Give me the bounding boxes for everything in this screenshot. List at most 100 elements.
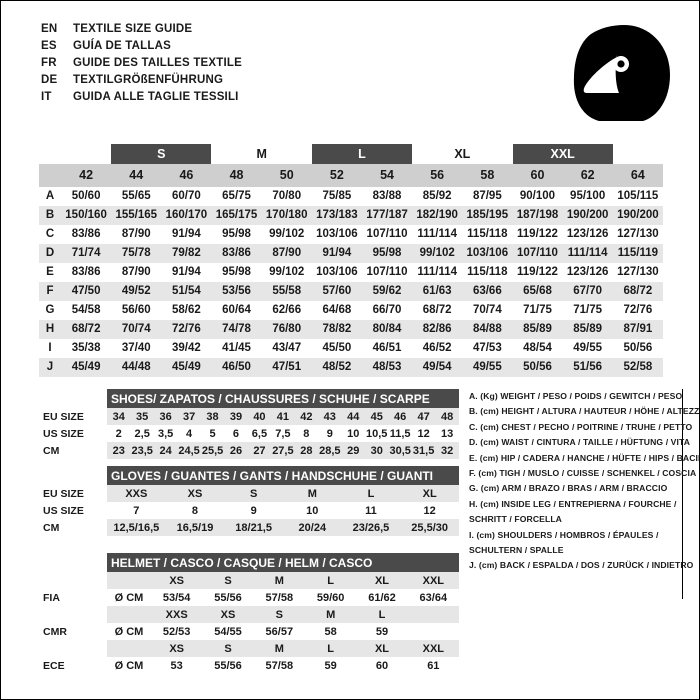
shoes-table: SHOES/ ZAPATOS / CHAUSSURES / SCHUHE / S… xyxy=(39,389,460,459)
numeric-size-header: 44 xyxy=(111,164,162,187)
measurement-cell: 87/91 xyxy=(612,320,663,339)
title-text: GUIDA ALLE TAGLIE TESSILI xyxy=(73,91,239,103)
measurement-cell: 85/89 xyxy=(562,320,613,339)
gloves-cell: 20/24 xyxy=(282,519,342,536)
measurement-cell: 51/56 xyxy=(562,358,613,377)
measurement-cell: 47/53 xyxy=(462,339,513,358)
gloves-cell: XL xyxy=(400,485,459,502)
helmet-size-header: L xyxy=(304,572,357,589)
helmet-cell xyxy=(407,623,459,640)
measurement-cell: 127/130 xyxy=(612,263,663,282)
shoes-cell: 10,5 xyxy=(364,425,389,442)
measurement-cell: 78/82 xyxy=(311,320,362,339)
measurement-cell: 72/76 xyxy=(612,301,663,320)
measurement-cell: 160/170 xyxy=(161,206,212,225)
numeric-size-header: 54 xyxy=(361,164,413,187)
shoes-cell: 30,5 xyxy=(388,442,412,459)
helmet-standard-label: CMR xyxy=(39,623,107,640)
measurement-cell: 71/75 xyxy=(562,301,613,320)
shoes-row-label: US SIZE xyxy=(39,425,107,442)
measurement-cell: 87/95 xyxy=(462,187,513,206)
gloves-cell: 8 xyxy=(165,502,225,519)
helmet-cell: 57/58 xyxy=(253,657,305,674)
helmet-cell: 61 xyxy=(407,657,459,674)
measurement-cell: 55/58 xyxy=(261,282,312,301)
size-bar-m: M xyxy=(256,147,267,161)
legend-line: D. (cm) WAIST / CINTURA / TAILLE / HÜFTU… xyxy=(469,437,691,448)
shoes-cell: 27 xyxy=(247,442,272,459)
measurement-cell: 74/78 xyxy=(211,320,262,339)
gloves-cell: 7 xyxy=(107,502,166,519)
measurement-cell: 83/86 xyxy=(61,225,112,244)
helmet-size-header: L xyxy=(356,606,408,623)
table-row: E 83/86 87/90 91/94 95/98 99/102 103/106 107/11… xyxy=(39,263,663,282)
shoes-cell: 10 xyxy=(341,425,365,442)
measurement-cell: 91/94 xyxy=(161,225,212,244)
helmet-size-header-row: XS S M L XL XXL xyxy=(39,640,459,657)
helmet-size-header: XL xyxy=(356,640,408,657)
measurement-cell: 170/180 xyxy=(261,206,312,225)
measurement-cell: 48/53 xyxy=(361,358,413,377)
helmet-size-header: M xyxy=(304,606,357,623)
helmet-standard-label: ECE xyxy=(39,657,107,674)
helmet-cell: 60 xyxy=(356,657,408,674)
measurement-cell: 45/49 xyxy=(161,358,212,377)
helmet-cell: 58 xyxy=(304,623,357,640)
shoes-cell: 5 xyxy=(200,425,225,442)
measurement-cell: 182/190 xyxy=(412,206,463,225)
measurement-cell: 48/52 xyxy=(311,358,362,377)
shoes-cell: 9 xyxy=(318,425,342,442)
measurement-cell: 105/115 xyxy=(612,187,663,206)
numeric-size-header: 60 xyxy=(512,164,563,187)
helmet-size-header xyxy=(407,606,459,623)
measurement-cell: 49/52 xyxy=(111,282,162,301)
measurement-cell: 43/47 xyxy=(261,339,312,358)
helmet-cell: 59 xyxy=(356,623,408,640)
shoes-cell: 35 xyxy=(130,408,154,425)
measurement-cell: 87/90 xyxy=(111,263,162,282)
measurement-cell: 87/90 xyxy=(111,225,162,244)
shoes-grid: SHOES/ ZAPATOS / CHAUSSURES / SCHUHE / S… xyxy=(39,389,460,459)
shoes-cell: 28,5 xyxy=(318,442,342,459)
shoes-cell: 23,5 xyxy=(130,442,154,459)
legend-line: SCHULTERN / SPALLE xyxy=(469,545,564,556)
shoes-cell: 41 xyxy=(271,408,295,425)
measurement-cell: 65/68 xyxy=(512,282,563,301)
measurement-cell: 111/114 xyxy=(412,225,463,244)
shoes-row: CM 23 23,5 24 24,5 25,5 26 27 27,5 28 28,5 29 30 30,5… xyxy=(39,442,460,459)
measurement-cell: 65/75 xyxy=(211,187,262,206)
numeric-size-header: 58 xyxy=(462,164,513,187)
measurement-cell: 115/118 xyxy=(462,225,513,244)
measurement-cell: 90/100 xyxy=(512,187,563,206)
shoes-cell: 31,5 xyxy=(411,442,436,459)
measurement-cell: 107/110 xyxy=(361,263,413,282)
measurement-cell: 107/110 xyxy=(512,244,563,263)
measurement-cell: 115/119 xyxy=(612,244,663,263)
measurement-cell: 68/72 xyxy=(612,282,663,301)
shoes-row: EU SIZE 34 35 36 37 38 39 40 41 42 43 44 45 46 47 48 xyxy=(39,408,460,425)
gloves-cell: 12,5/16,5 xyxy=(107,519,166,536)
measurement-cell: 190/200 xyxy=(612,206,663,225)
measurement-cell: 46/51 xyxy=(361,339,413,358)
shoes-row: US SIZE 2 2,5 3,5 4 5 6 6,5 7,5 8 9 10 10,5 11,5 12 13 xyxy=(39,425,460,442)
shoes-cell: 39 xyxy=(224,408,248,425)
row-key-b: B xyxy=(39,206,61,225)
measurement-cell: 111/114 xyxy=(412,263,463,282)
shoes-cell: 11,5 xyxy=(388,425,412,442)
measurement-cell: 123/126 xyxy=(562,263,613,282)
measurement-cell: 46/52 xyxy=(412,339,463,358)
shoes-cell: 30 xyxy=(364,442,389,459)
measurement-cell: 53/56 xyxy=(211,282,262,301)
size-bar-xl: XL xyxy=(454,147,471,161)
title-text: TEXTILE SIZE GUIDE xyxy=(73,23,193,35)
shoes-cell: 45 xyxy=(364,408,389,425)
numeric-size-header: 42 xyxy=(61,164,112,187)
measurement-cell: 66/70 xyxy=(361,301,413,320)
measurement-cell: 173/183 xyxy=(311,206,362,225)
measurement-cell: 177/187 xyxy=(361,206,413,225)
gloves-cell: XXS xyxy=(107,485,166,502)
legend-line: J. (cm) BACK / ESPALDA / DOS / ZURÜCK / … xyxy=(469,560,694,571)
shoes-row-label: EU SIZE xyxy=(39,408,107,425)
gloves-row-label: EU SIZE xyxy=(39,485,107,502)
